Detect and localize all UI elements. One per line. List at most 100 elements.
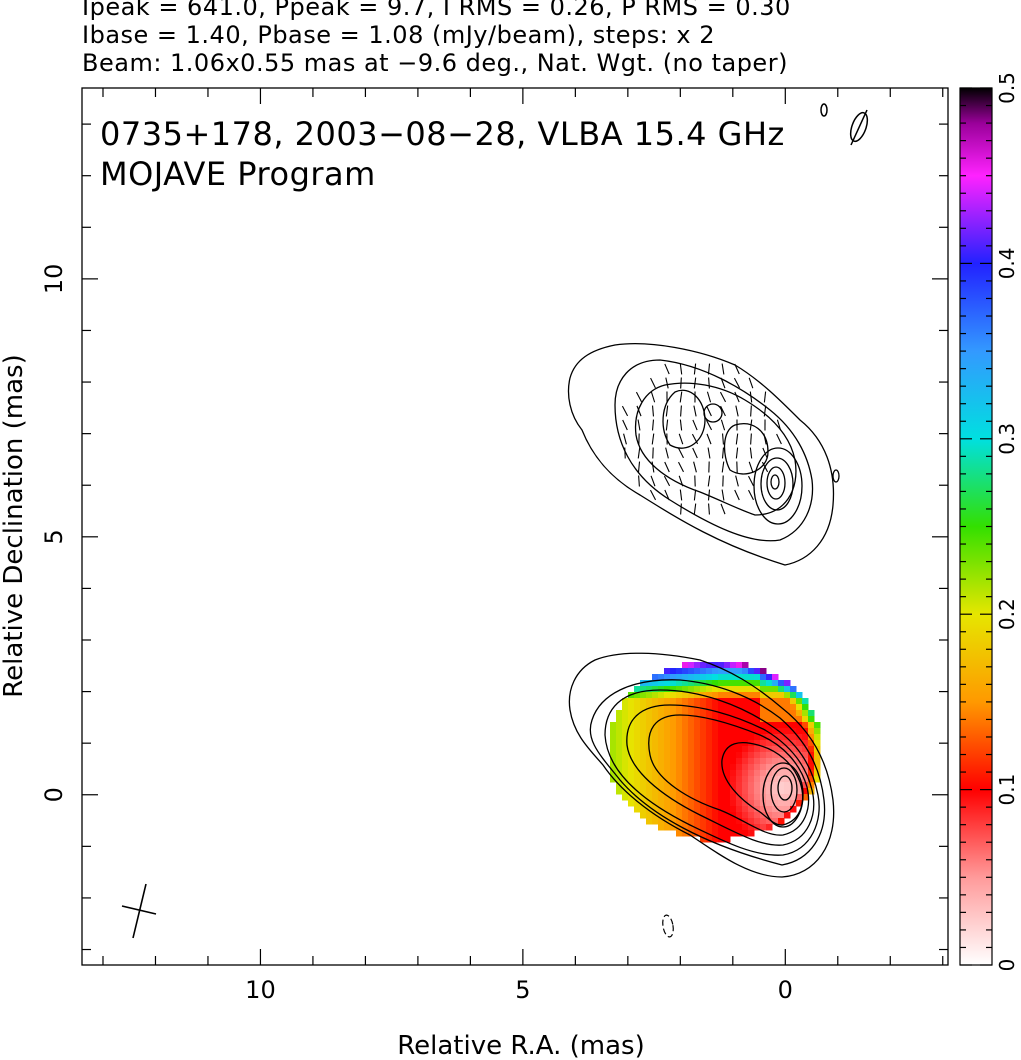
- pol-pixel: [682, 764, 689, 771]
- pol-pixel: [736, 776, 743, 783]
- evpa-vector: [651, 405, 655, 417]
- pol-pixel: [700, 830, 707, 837]
- pol-pixel: [670, 734, 677, 741]
- pol-pixel: [700, 824, 707, 831]
- core-contour-2: [589, 679, 826, 866]
- pol-pixel: [670, 722, 677, 729]
- colorbar-tick-label: 0.2: [995, 598, 1019, 630]
- evpa-vector: [692, 447, 698, 459]
- pol-pixel: [724, 752, 731, 759]
- evpa-vector: [776, 419, 782, 431]
- pol-pixel: [766, 674, 773, 681]
- pol-pixel: [634, 740, 641, 747]
- pol-pixel: [748, 668, 755, 675]
- pol-pixel: [796, 770, 803, 777]
- pol-pixel: [646, 776, 653, 783]
- evpa-vector: [650, 475, 656, 487]
- pol-pixel: [754, 692, 761, 699]
- pol-pixel: [742, 692, 749, 699]
- pol-pixel: [754, 752, 761, 759]
- pol-pixel: [730, 824, 737, 831]
- pol-pixel: [754, 698, 761, 705]
- pol-pixel: [754, 728, 761, 735]
- pol-pixel: [700, 710, 707, 717]
- pol-pixel: [610, 752, 617, 759]
- pol-pixel: [802, 740, 809, 747]
- pol-pixel: [778, 686, 785, 693]
- evpa-vector: [720, 419, 726, 431]
- pol-pixel: [652, 800, 659, 807]
- evpa-vector: [708, 377, 710, 389]
- pol-pixel: [718, 746, 725, 753]
- pol-pixel: [790, 806, 797, 813]
- evpa-vector: [680, 503, 682, 515]
- pol-pixel: [736, 662, 743, 669]
- evpa-vectors: [621, 363, 782, 515]
- pol-pixel: [688, 722, 695, 729]
- pol-pixel: [766, 710, 773, 717]
- pol-pixel: [682, 752, 689, 759]
- pol-pixel: [748, 674, 755, 681]
- pol-pixel: [688, 668, 695, 675]
- pol-pixel: [760, 764, 767, 771]
- pol-pixel: [760, 824, 767, 831]
- pol-pixel: [718, 752, 725, 759]
- pol-pixel: [688, 788, 695, 795]
- pol-pixel: [700, 698, 707, 705]
- pol-pixel: [742, 788, 749, 795]
- evpa-vector: [720, 405, 726, 417]
- pol-pixel: [706, 698, 713, 705]
- pol-pixel: [754, 794, 761, 801]
- header-line-2: Ibase = 1.40, Pbase = 1.08 (mJy/beam), s…: [82, 21, 716, 49]
- pol-pixel: [646, 698, 653, 705]
- pol-pixel: [670, 740, 677, 747]
- pol-pixel: [646, 758, 653, 765]
- pol-pixel: [766, 728, 773, 735]
- pol-pixel: [688, 662, 695, 669]
- pol-pixel: [646, 704, 653, 711]
- pol-pixel: [742, 728, 749, 735]
- pol-pixel: [676, 782, 683, 789]
- pol-pixel: [790, 740, 797, 747]
- pol-pixel: [748, 680, 755, 687]
- pol-pixel: [730, 812, 737, 819]
- pol-pixel: [784, 770, 791, 777]
- pol-pixel: [640, 716, 647, 723]
- pol-pixel: [676, 704, 683, 711]
- pol-pixel: [736, 824, 743, 831]
- pol-pixel: [736, 770, 743, 777]
- pol-pixel: [676, 824, 683, 831]
- pol-pixel: [694, 818, 701, 825]
- pol-pixel: [778, 692, 785, 699]
- pol-pixel: [688, 698, 695, 705]
- pol-pixel: [694, 788, 701, 795]
- pol-pixel: [700, 788, 707, 795]
- pol-pixel: [784, 800, 791, 807]
- evpa-vector: [735, 447, 739, 459]
- pol-pixel: [670, 698, 677, 705]
- pol-pixel: [670, 764, 677, 771]
- pol-pixel: [730, 740, 737, 747]
- pol-pixel: [652, 782, 659, 789]
- pol-pixel: [640, 812, 647, 819]
- core-contour-4: [626, 704, 815, 846]
- pol-pixel: [676, 674, 683, 681]
- pol-pixel: [706, 782, 713, 789]
- pol-pixel: [772, 818, 779, 825]
- pol-pixel: [658, 722, 665, 729]
- pol-pixel: [634, 728, 641, 735]
- pol-pixel: [754, 806, 761, 813]
- pol-pixel: [706, 680, 713, 687]
- pol-pixel: [754, 680, 761, 687]
- pol-pixel: [736, 710, 743, 717]
- pol-pixel: [784, 812, 791, 819]
- pol-pixel: [808, 734, 815, 741]
- pol-pixel: [628, 728, 635, 735]
- pol-pixel: [634, 698, 641, 705]
- pol-pixel: [796, 704, 803, 711]
- pol-pixel: [784, 746, 791, 753]
- pol-pixel: [718, 782, 725, 789]
- pol-pixel: [616, 716, 623, 723]
- pol-pixel: [682, 740, 689, 747]
- evpa-vector: [693, 503, 697, 515]
